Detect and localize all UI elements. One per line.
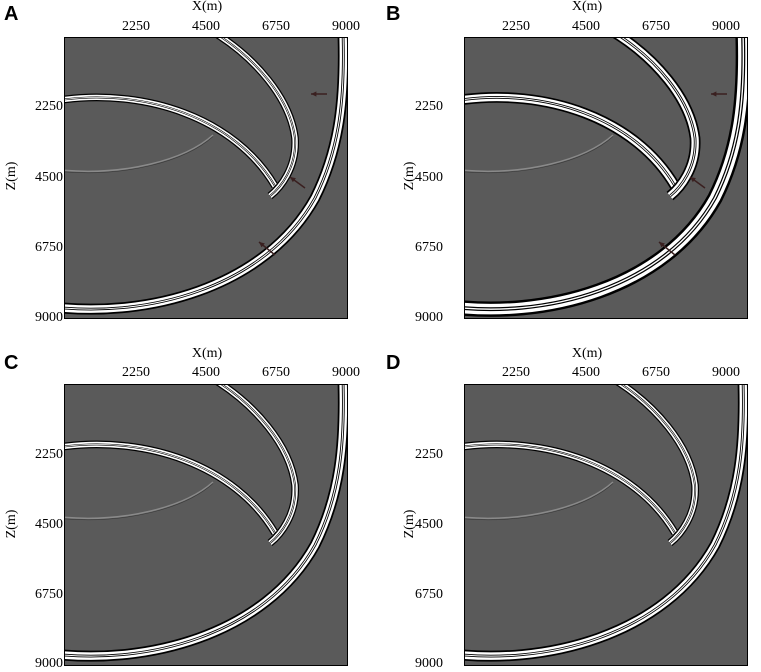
y-tick-label: 2250 (415, 447, 443, 462)
seismic-image (464, 37, 748, 319)
x-axis-label: X(m) (191, 346, 223, 361)
seismic-image (64, 37, 348, 319)
y-tick-label: 4500 (415, 517, 443, 532)
seismic-image (464, 384, 748, 666)
arrow-annotation (658, 241, 676, 256)
x-tick-label: 2250 (122, 365, 150, 380)
y-tick-label: 9000 (35, 656, 63, 671)
x-tick-label: 6750 (262, 365, 290, 380)
wavefront-upper (65, 93, 279, 188)
x-tick-label: 9000 (712, 19, 740, 34)
x-tick-label: 9000 (332, 365, 360, 380)
y-tick-label: 6750 (35, 587, 63, 602)
panel-label: D (386, 352, 401, 374)
wavefront-ghost (465, 134, 614, 173)
y-tick-label: 2250 (35, 99, 63, 114)
x-tick-label: 2250 (502, 365, 530, 380)
x-tick-label: 4500 (192, 365, 220, 380)
wavefront-main (465, 38, 747, 317)
y-tick-label: 4500 (415, 170, 443, 185)
y-tick-label: 2250 (415, 99, 443, 114)
y-tick-label: 6750 (415, 240, 443, 255)
x-axis-label: X(m) (191, 0, 223, 14)
y-tick-label: 4500 (35, 170, 63, 185)
panel-label: B (386, 3, 401, 25)
panel-b: B X(m) 2250 4500 6750 9000 Z(m) 2250 450… (380, 0, 760, 336)
wavefront-main (65, 385, 347, 662)
seismic-image (64, 384, 348, 666)
x-tick-label: 4500 (572, 365, 600, 380)
wavefront-inner (215, 38, 299, 200)
y-tick-label: 9000 (35, 310, 63, 325)
x-axis-label: X(m) (571, 0, 603, 14)
wavefront-inner (615, 385, 699, 547)
x-tick-label: 9000 (332, 19, 360, 34)
arrow-annotation (711, 91, 727, 97)
wavefront-inner (215, 385, 299, 547)
arrow-annotation (289, 176, 306, 189)
panel-c: C X(m) 2250 4500 6750 9000 Z(m) 2250 450… (0, 336, 380, 672)
x-tick-label: 2250 (122, 19, 150, 34)
x-tick-label: 6750 (262, 19, 290, 34)
x-axis-label: X(m) (571, 346, 603, 361)
wavefront-upper (465, 92, 680, 189)
x-tick-label: 2250 (502, 19, 530, 34)
wavefront-main (465, 385, 747, 662)
y-tick-label: 4500 (35, 517, 63, 532)
y-tick-label: 9000 (415, 310, 443, 325)
panel-a: A X(m) 2250 4500 6750 9000 Z(m) 2250 450… (0, 0, 380, 336)
panel-d: D X(m) 2250 4500 6750 9000 Z(m) 2250 450… (380, 336, 760, 672)
x-tick-label: 6750 (642, 19, 670, 34)
x-tick-label: 9000 (712, 365, 740, 380)
y-tick-label: 6750 (415, 587, 443, 602)
panel-label: C (4, 352, 19, 374)
x-tick-label: 6750 (642, 365, 670, 380)
arrow-annotation (689, 176, 706, 189)
y-tick-label: 6750 (35, 240, 63, 255)
y-tick-label: 9000 (415, 656, 443, 671)
y-tick-label: 2250 (35, 447, 63, 462)
wavefront-upper (465, 440, 679, 535)
wavefront-ghost (65, 134, 214, 173)
wavefront-inner (612, 38, 701, 201)
arrow-annotation (258, 241, 276, 256)
wavefront-ghost (65, 481, 214, 520)
wavefront-upper (65, 440, 279, 535)
x-tick-label: 4500 (192, 19, 220, 34)
wavefront-main (65, 38, 347, 315)
arrow-annotation (311, 91, 327, 97)
wavefront-ghost (465, 481, 614, 520)
x-tick-label: 4500 (572, 19, 600, 34)
panel-label: A (4, 3, 19, 25)
